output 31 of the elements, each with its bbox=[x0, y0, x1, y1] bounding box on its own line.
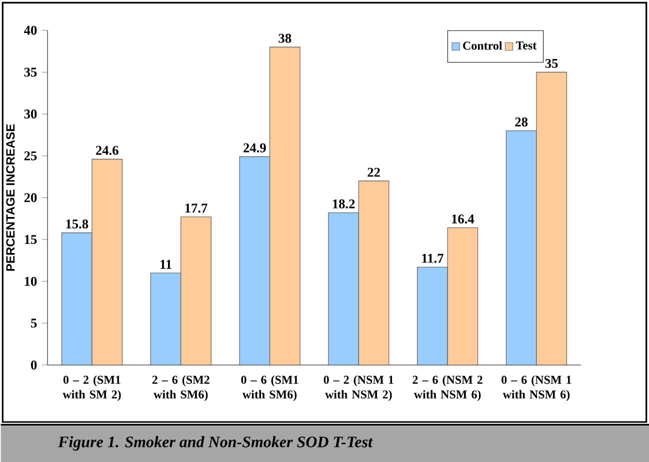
data-label: 35 bbox=[545, 58, 558, 68]
data-label: 16.4 bbox=[452, 214, 474, 224]
data-label: 11.7 bbox=[422, 254, 444, 263]
y-tick-label: 0 bbox=[30, 360, 37, 370]
data-label: 15.8 bbox=[66, 219, 88, 229]
data-label: 24.9 bbox=[244, 143, 266, 152]
data-label: 17.7 bbox=[185, 204, 208, 213]
data-label: 18.2 bbox=[332, 199, 355, 208]
y-tick-label: 10 bbox=[24, 276, 37, 286]
data-label: 38 bbox=[278, 34, 292, 43]
y-tick-label: 15 bbox=[24, 235, 37, 244]
data-label: 11 bbox=[160, 260, 172, 269]
y-axis-title: PERCENTAGE INCREASE bbox=[6, 124, 15, 271]
y-tick-label: 40 bbox=[24, 26, 37, 35]
x-tick-label: 0 – 2 (NSM 1 with NSM 2) bbox=[324, 375, 394, 401]
x-tick-label: 0 – 6 (SM1 with SM6) bbox=[241, 375, 298, 401]
legend-label: Test bbox=[516, 42, 537, 50]
data-label: 22 bbox=[368, 168, 380, 177]
y-tick-label: 35 bbox=[24, 68, 37, 77]
y-tick-label: 25 bbox=[24, 151, 37, 160]
data-label: 28 bbox=[515, 117, 528, 126]
caption: Figure 1. Smoker and Non-Smoker SOD T-Test bbox=[58, 436, 373, 451]
x-tick-label: 0 – 6 (NSM 1 with NSM 6) bbox=[502, 375, 572, 401]
y-tick-label: 30 bbox=[24, 110, 37, 118]
x-tick-label: 2 – 6 (NSM 2 with NSM 6) bbox=[412, 375, 482, 401]
x-tick-label: 0 – 2 (SM1 with SM 2) bbox=[62, 375, 121, 401]
y-tick-label: 20 bbox=[24, 193, 37, 202]
data-label: 24.6 bbox=[96, 146, 118, 155]
y-tick-label: 5 bbox=[31, 318, 37, 328]
x-tick-label: 2 – 6 (SM2 with SM6) bbox=[152, 375, 210, 401]
legend-label: Control bbox=[463, 41, 502, 50]
